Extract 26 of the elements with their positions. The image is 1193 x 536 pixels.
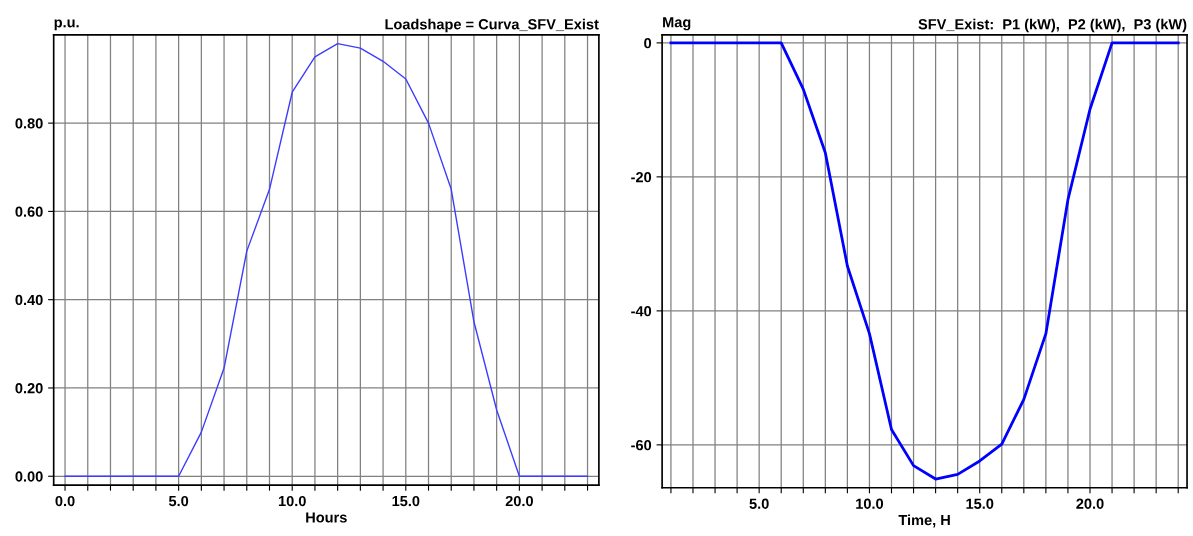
x-tick-label: 15.0 <box>966 498 994 509</box>
chart-title: SFV_Exist: P1 (kW), P2 (kW), P3 (kW) <box>918 18 1187 33</box>
y-tick-label: -20 <box>631 171 652 183</box>
x-tick-label: 20.0 <box>505 495 533 507</box>
x-tick-label: 5.0 <box>168 495 189 507</box>
x-axis-title: Time, H <box>898 514 950 528</box>
y-axis-title: p.u. <box>54 19 79 31</box>
line-series <box>64 42 589 477</box>
x-tick-label: 15.0 <box>392 495 420 507</box>
y-tick-label: 0.60 <box>15 206 43 217</box>
x-tick-label: 10.0 <box>278 495 306 507</box>
y-tick-label: 0.40 <box>15 294 43 306</box>
x-tick-label: 10.0 <box>856 498 884 509</box>
chart-title: Loadshape = Curva_SFV_Exist <box>385 18 599 33</box>
x-axis-title: Hours <box>306 512 347 523</box>
x-tick-label: 5.0 <box>749 498 769 509</box>
y-tick-label: 0.20 <box>15 383 43 394</box>
y-tick-label: 0 <box>644 37 652 49</box>
x-tick-label: 20.0 <box>1076 498 1104 509</box>
y-axis-title: Mag <box>663 17 691 31</box>
line-series <box>669 41 1180 481</box>
x-tick-label: 0.0 <box>55 495 75 507</box>
y-tick-label: 0.80 <box>15 118 43 129</box>
y-tick-label: 0.00 <box>15 471 43 482</box>
y-tick-label: -60 <box>631 439 652 451</box>
y-tick-label: -40 <box>631 305 652 317</box>
